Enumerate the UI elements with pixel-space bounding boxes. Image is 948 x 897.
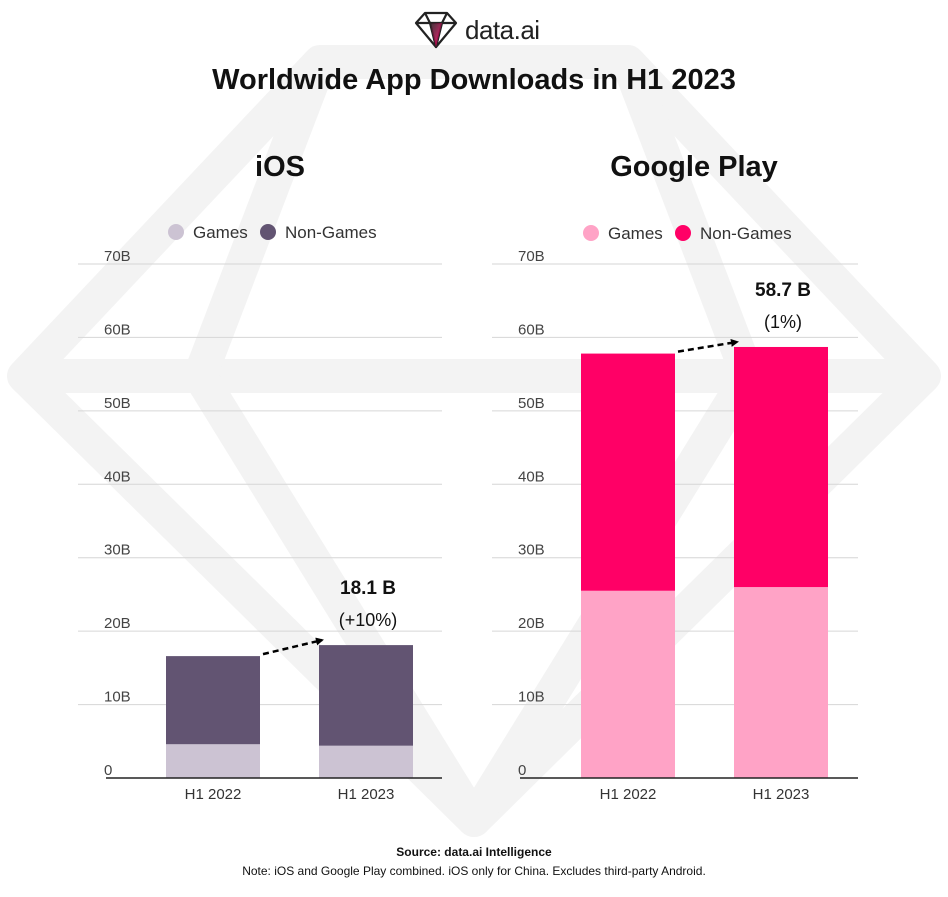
ios-ytick-label: 30B [104, 542, 131, 559]
gp-bar-h1-2022-games [581, 590, 675, 778]
ios-total-label: 18.1 B [340, 578, 396, 599]
ios-bar-h1-2023-games [319, 745, 413, 778]
diamond-logo-icon [414, 11, 458, 49]
brand-name: data.ai [465, 14, 540, 45]
gp-growth-arrow [677, 338, 739, 353]
gp-xtick-label: H1 2023 [753, 786, 810, 803]
gp-ytick-label: 30B [518, 542, 545, 559]
gp-ytick-label: 0 [518, 762, 526, 779]
gp-chart: Google Play Games Non-Games 0 10B 20B 30B 40B 50… [492, 151, 858, 803]
gp-ytick-label: 10B [518, 689, 545, 706]
gp-bar-h1-2023-non-games [734, 346, 828, 588]
gp-bar-h1-2022-non-games [581, 353, 675, 591]
gp-legend-label-non-games: Non-Games [700, 224, 792, 243]
ios-legend-swatch-games [168, 224, 184, 240]
ios-ytick-label: 20B [104, 615, 131, 632]
ios-growth-arrow [262, 637, 324, 656]
source-note: Source: data.ai Intelligence [396, 845, 552, 859]
ios-bar-h1-2023-non-games [319, 645, 413, 746]
ios-ytick-label: 10B [104, 689, 131, 706]
brand-logo: data.ai [413, 8, 540, 52]
ios-ytick-label: 40B [104, 468, 131, 485]
gp-legend-label-games: Games [608, 224, 663, 243]
ios-change-label: (+10%) [339, 610, 398, 630]
gp-ytick-label: 50B [518, 395, 545, 412]
gp-ytick-label: 40B [518, 468, 545, 485]
gp-panel-title: Google Play [610, 151, 778, 183]
ios-xtick-label: H1 2023 [338, 786, 395, 803]
ios-xtick-label: H1 2022 [185, 786, 242, 803]
chart-title: Worldwide App Downloads in H1 2023 [212, 64, 736, 96]
ios-legend-label-non-games: Non-Games [285, 223, 377, 242]
gp-total-label: 58.7 B [755, 280, 811, 301]
ios-ytick-label: 50B [104, 395, 131, 412]
ios-panel-title: iOS [255, 151, 305, 183]
gp-change-label: (1%) [764, 312, 802, 332]
ios-legend-label-games: Games [193, 223, 248, 242]
gp-ytick-label: 60B [518, 321, 545, 338]
ios-ytick-label: 0 [104, 762, 112, 779]
gp-legend-swatch-games [583, 225, 599, 241]
gp-legend-swatch-non-games [675, 225, 691, 241]
gp-xtick-label: H1 2022 [600, 786, 657, 803]
ios-chart: iOS Games Non-Games 0 10B 20B 30B 40B 50B 60B 70B H… [78, 151, 442, 803]
gp-ytick-label: 70B [518, 248, 545, 265]
ios-bar-h1-2022-games [166, 744, 260, 778]
ios-ytick-label: 60B [104, 321, 131, 338]
ios-legend-swatch-non-games [260, 224, 276, 240]
ios-bar-h1-2022-non-games [166, 656, 260, 745]
gp-ytick-label: 20B [518, 615, 545, 632]
ios-ytick-label: 70B [104, 248, 131, 265]
gp-bar-h1-2023-games [734, 587, 828, 778]
footnote: Note: iOS and Google Play combined. iOS … [242, 864, 706, 878]
